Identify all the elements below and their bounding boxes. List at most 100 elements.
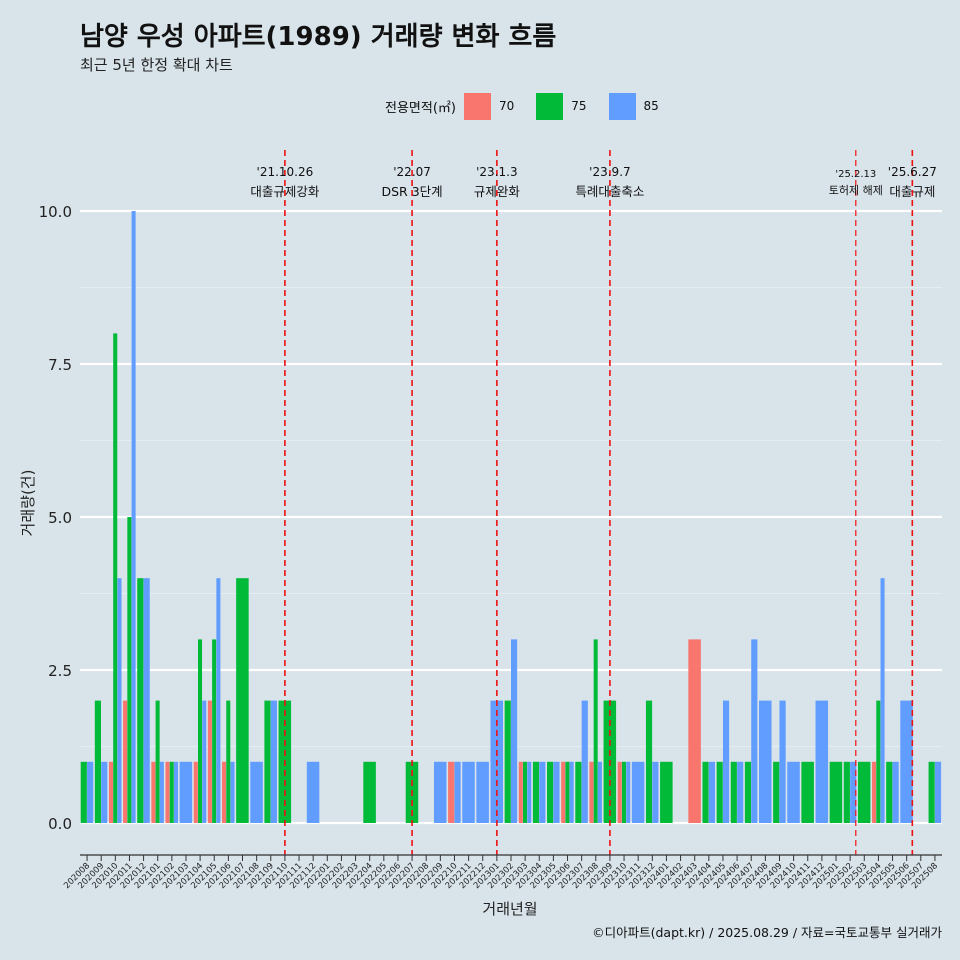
bar-85-202103 xyxy=(179,761,193,823)
bar-75-202404 xyxy=(702,761,709,823)
y-tick-label: 2.5 xyxy=(48,662,72,680)
bar-75-202010 xyxy=(113,333,118,823)
bar-75-202306 xyxy=(565,761,570,823)
bar-75-202409 xyxy=(773,761,780,823)
bar-75-202307 xyxy=(575,761,582,823)
bar-85-202008 xyxy=(87,761,94,823)
y-tick-label: 5.0 xyxy=(48,509,72,527)
legend-label-70: 70 xyxy=(498,99,515,113)
bar-70-202210 xyxy=(448,761,455,823)
bar-85-202410 xyxy=(787,761,800,823)
bar-75-202508 xyxy=(928,761,935,823)
bar-85-202306 xyxy=(569,761,574,823)
bar-85-202307 xyxy=(581,700,588,823)
bar-85-202305 xyxy=(553,761,560,823)
bar-85-202405 xyxy=(722,700,730,823)
bar-75-202401 xyxy=(660,761,673,823)
bar-75-202204 xyxy=(363,761,376,823)
bar-85-202303 xyxy=(527,761,532,823)
bar-75-202312 xyxy=(645,700,653,823)
bar-75-202105 xyxy=(212,639,217,823)
bar-85-202312 xyxy=(652,761,659,823)
legend-title: 전용면적(㎡) xyxy=(385,100,456,116)
bar-85-202311 xyxy=(631,761,645,823)
legend-swatch-75 xyxy=(536,92,564,120)
bar-85-202408 xyxy=(759,700,772,823)
bar-75-202107 xyxy=(236,578,249,823)
bar-75-202109 xyxy=(264,700,271,823)
event-label: 규제완화 xyxy=(474,184,521,199)
legend-swatch-85 xyxy=(608,92,636,120)
bar-85-202209 xyxy=(433,761,447,823)
bar-75-202502 xyxy=(843,761,850,823)
x-axis-label: 거래년월 xyxy=(482,900,537,918)
legend-label-85: 85 xyxy=(643,99,659,113)
event-lines xyxy=(284,150,914,855)
bar-85-202406 xyxy=(737,761,744,823)
source-caption: ©디아파트(dapt.kr) / 2025.08.29 / 자료=국토교통부 실… xyxy=(592,925,942,940)
bar-85-202112 xyxy=(306,761,320,823)
bar-70-202105 xyxy=(207,700,212,823)
bar-75-202505 xyxy=(886,761,893,823)
bar-85-202308 xyxy=(597,761,602,823)
bar-75-202304 xyxy=(532,761,540,823)
bar-85-202101 xyxy=(159,761,164,823)
event-date: '23.9.7 xyxy=(589,165,630,179)
bar-85-202310 xyxy=(626,761,631,823)
bar-70-202101 xyxy=(151,761,156,823)
chart-subtitle: 최근 5년 한정 확대 차트 xyxy=(80,56,233,74)
bar-75-202008 xyxy=(80,761,87,823)
bar-75-202503 xyxy=(857,761,871,823)
bar-85-202108 xyxy=(250,761,263,823)
y-tick-label: 0.0 xyxy=(48,815,72,833)
bar-70-202310 xyxy=(617,761,622,823)
bar-75-202310 xyxy=(621,761,626,823)
bar-85-202010 xyxy=(117,578,122,823)
y-axis: 0.0 2.5 5.0 7.5 10.0 xyxy=(39,203,72,833)
bar-85-202505 xyxy=(892,761,899,823)
event-label: 대출규제강화 xyxy=(250,184,320,199)
bar-75-202102 xyxy=(169,761,174,823)
bar-85-202211 xyxy=(462,761,475,823)
bar-75-202302 xyxy=(504,700,511,823)
bar-85-202304 xyxy=(539,761,546,823)
y-tick-label: 7.5 xyxy=(48,356,72,374)
bar-75-202101 xyxy=(155,700,160,823)
bar-75-202308 xyxy=(593,639,598,823)
bar-70-202011 xyxy=(123,700,128,823)
bar-75-202106 xyxy=(226,700,231,823)
bar-70-202106 xyxy=(222,761,227,823)
legend-swatch-70 xyxy=(463,92,491,120)
bar-85-202104 xyxy=(202,700,207,823)
event-label: 특례대출축소 xyxy=(575,184,644,199)
event-date: '25.6.27 xyxy=(888,165,937,179)
bar-85-202412 xyxy=(815,700,829,823)
bar-75-202303 xyxy=(523,761,528,823)
bar-70-202102 xyxy=(165,761,170,823)
event-date: '25.2.13 xyxy=(835,169,876,180)
bar-85-202302 xyxy=(511,639,518,823)
bar-70-202504 xyxy=(872,761,877,823)
bar-70-202010 xyxy=(108,761,114,823)
bar-70-202303 xyxy=(518,761,523,823)
bar-85-202506 xyxy=(900,700,913,823)
bar-85-202106 xyxy=(230,761,235,823)
x-axis: 2020082020092020102020112020122021012021… xyxy=(62,854,942,891)
event-annotations: '21.10.26 대출규제강화 '22.07 DSR 3단계 '23.1.3 규제완화 '… xyxy=(250,165,936,199)
bar-75-202501 xyxy=(829,761,843,823)
bar-75-202104 xyxy=(197,639,203,823)
bar-75-202411 xyxy=(801,761,814,823)
bar-85-202502 xyxy=(850,761,857,823)
bars xyxy=(80,211,942,823)
bar-70-202104 xyxy=(193,761,198,823)
event-label: 대출규제 xyxy=(889,184,935,199)
bar-75-202407 xyxy=(744,761,752,823)
bar-85-202212 xyxy=(476,761,489,823)
bar-70-202403 xyxy=(688,639,701,823)
bar-75-202305 xyxy=(547,761,554,823)
bar-85-202508 xyxy=(934,761,942,823)
chart-title: 남양 우성 아파트(1989) 거래량 변화 흐름 xyxy=(80,22,557,52)
bar-70-202308 xyxy=(589,761,594,823)
bar-75-202405 xyxy=(716,761,723,823)
bar-75-202011 xyxy=(127,517,132,823)
